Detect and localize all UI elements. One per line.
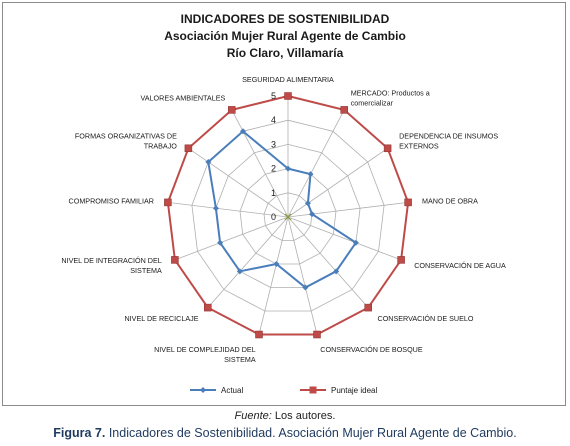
category-label: DEPENDENCIA DE INSUMOS [399, 131, 498, 140]
data-point [397, 256, 405, 264]
center-marker [284, 213, 292, 221]
data-point [285, 165, 291, 172]
spoke-line [167, 202, 289, 218]
grid-ring [239, 168, 337, 265]
tick-label: 1 [271, 188, 276, 198]
spoke-line [287, 216, 369, 308]
spoke-line [287, 216, 402, 261]
data-point [302, 284, 309, 291]
category-label: CONSERVACIÓN DE BOSQUE [320, 345, 423, 354]
category-label: NIVEL DE INTEGRACIÓN DEL [61, 256, 161, 265]
chart-title-line: INDICADORES DE SOSTENIBILIDAD [181, 12, 390, 26]
caption-lead: Figura 7. [53, 426, 106, 440]
category-label: MERCADO: Productos a [351, 89, 430, 98]
spoke-line [231, 109, 289, 218]
data-point [164, 198, 172, 207]
figure-caption: Figura 7. Indicadores de Sostenibilidad.… [0, 426, 570, 440]
tick-label: 0 [271, 212, 276, 222]
category-label: SISTEMA [130, 266, 162, 275]
radar-series [164, 92, 412, 339]
legend-marker [309, 386, 317, 394]
data-point [304, 200, 311, 207]
legend-label: Actual [221, 386, 243, 395]
category-label: comercializar [351, 99, 394, 108]
tick-label: 3 [271, 139, 276, 149]
grid-ring [215, 143, 361, 288]
data-point [313, 330, 321, 339]
category-label: CONSERVACIÓN DE AGUA [414, 261, 506, 270]
data-point [240, 128, 247, 135]
chart-title-line: Asociación Mujer Rural Agente de Cambio [164, 29, 406, 43]
category-label: COMPROMISO FAMILIAR [69, 197, 154, 206]
spoke-line [174, 216, 289, 261]
tick-label: 2 [271, 164, 276, 174]
series-line [166, 94, 410, 336]
category-label: EXTERNOS [399, 141, 439, 150]
spoke-line [287, 202, 409, 218]
data-point [171, 256, 179, 264]
data-point [273, 260, 280, 267]
data-point [383, 144, 392, 153]
spoke-line [207, 216, 289, 308]
data-point [217, 239, 224, 246]
category-label: SISTEMA [224, 355, 256, 364]
data-point [307, 171, 314, 178]
source-text: Los autores. [271, 410, 336, 422]
caption-text: Indicadores de Sostenibilidad. Asociació… [105, 426, 517, 440]
spoke-line [287, 109, 345, 218]
data-point [352, 239, 359, 246]
radial-tick-labels: 0 1 2 3 4 5 [271, 91, 276, 222]
source-note: Fuente: Los autores. [0, 410, 570, 422]
category-label: NIVEL DE COMPLEJIDAD DEL [154, 345, 256, 354]
tick-label: 4 [271, 115, 276, 125]
chart-title-line: Río Claro, Villamaría [227, 46, 344, 60]
data-point [404, 198, 412, 207]
data-point [255, 330, 263, 339]
category-label: VALORES AMBIENTALES [140, 94, 225, 103]
chart-legend: Actual Puntaje ideal [190, 386, 377, 395]
source-lead: Fuente: [234, 410, 272, 422]
tick-label: 5 [271, 91, 276, 101]
category-label: FORMAS ORGANIZATIVAS DE [75, 131, 177, 140]
radar-spokes [167, 96, 409, 335]
category-label: MANO DE OBRA [422, 197, 478, 206]
data-point [340, 106, 348, 114]
spoke-line [258, 216, 289, 335]
spoke-line [287, 216, 318, 335]
category-label: SEGURIDAD ALIMENTARIA [242, 75, 334, 84]
data-point [204, 303, 212, 312]
data-point [309, 211, 316, 218]
data-point [333, 268, 340, 275]
data-point [184, 144, 193, 153]
data-point [212, 205, 219, 212]
legend-label: Puntaje ideal [331, 386, 377, 395]
category-label: CONSERVACIÓN DE SUELO [378, 314, 474, 323]
data-point [364, 303, 372, 312]
data-point [228, 106, 236, 114]
data-point [205, 159, 212, 166]
chart-frame [2, 2, 566, 406]
chart-title: INDICADORES DE SOSTENIBILIDAD Asociación … [164, 12, 406, 60]
category-label: NIVEL DE RECICLAJE [124, 314, 198, 323]
data-point [284, 92, 292, 100]
category-label: TRABAJO [144, 141, 178, 150]
spoke-line [188, 147, 289, 218]
data-point [236, 268, 243, 275]
spoke-line [287, 147, 388, 218]
legend-marker [200, 387, 206, 393]
category-labels: SEGURIDAD ALIMENTARIA MERCADO: Productos … [61, 75, 506, 364]
grid-ring [191, 119, 385, 312]
